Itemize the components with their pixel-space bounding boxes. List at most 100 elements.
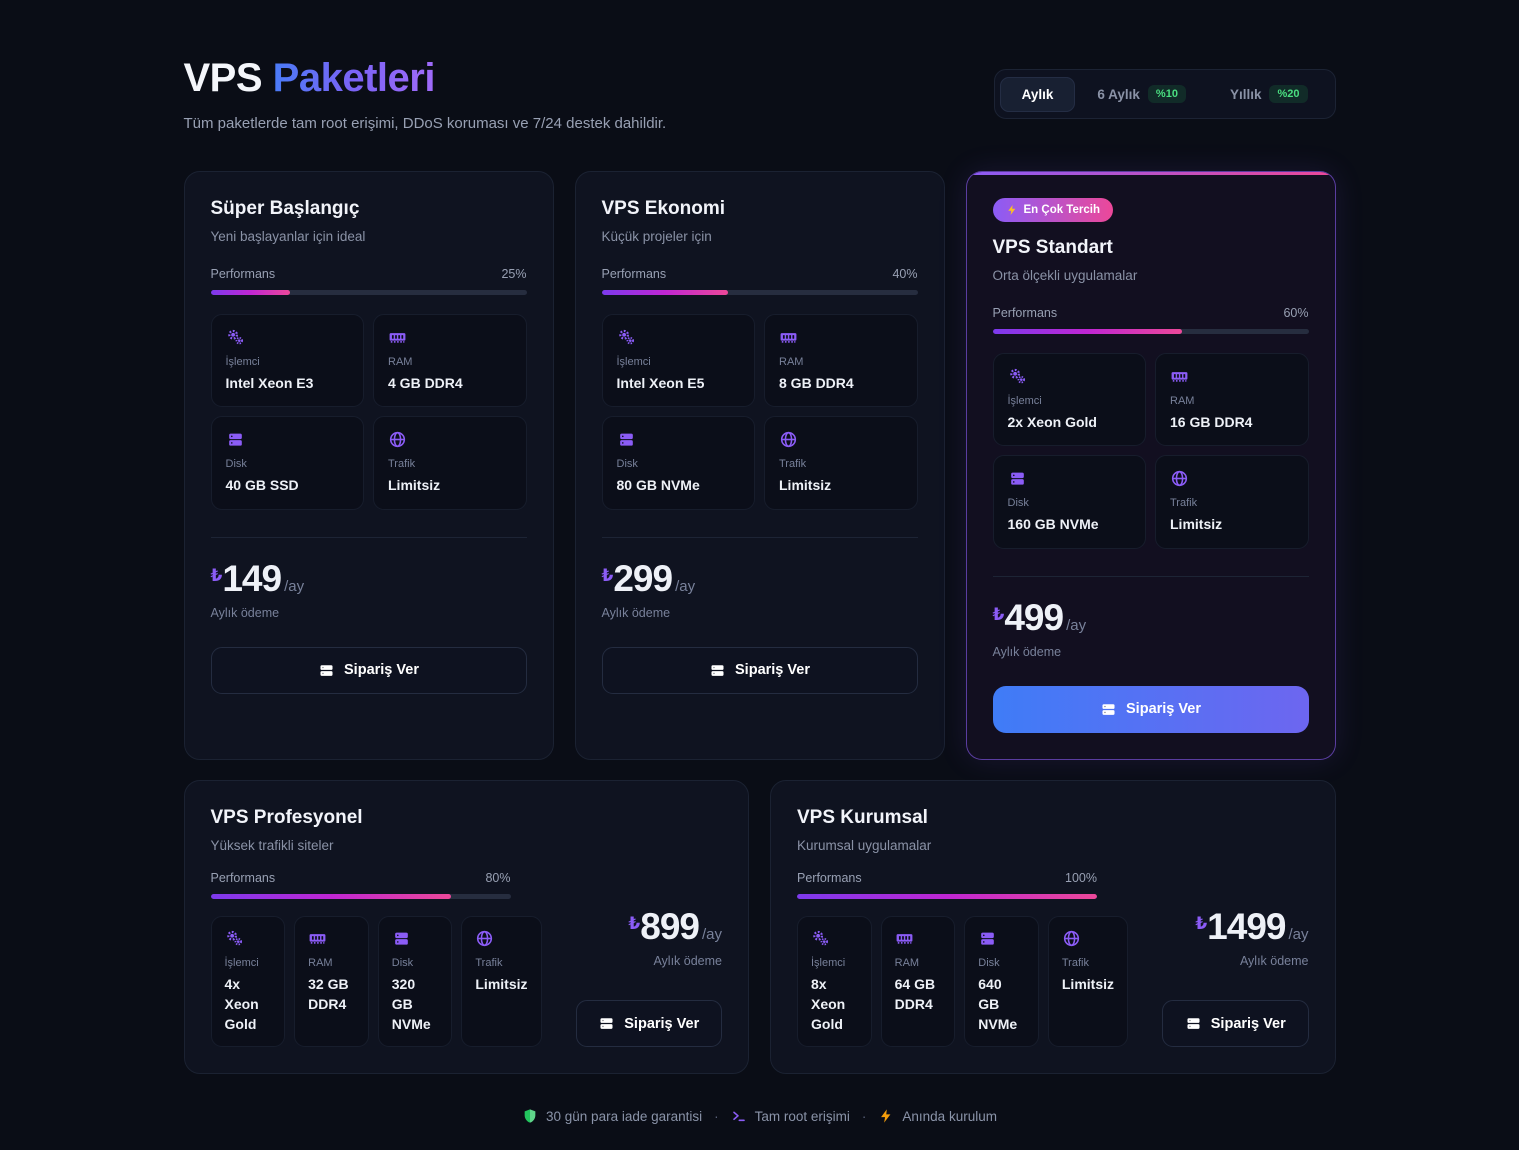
spec-label: RAM bbox=[308, 956, 333, 969]
title-block: VPS Paketleri Tüm paketlerde tam root er… bbox=[184, 56, 667, 132]
price: ₺ 149 /ay bbox=[211, 560, 527, 597]
disk-icon bbox=[978, 929, 997, 948]
order-button[interactable]: Sipariş Ver bbox=[601, 646, 918, 694]
billing-note: Aylık ödeme bbox=[1239, 954, 1309, 969]
order-button-label: Sipariş Ver bbox=[1210, 1015, 1286, 1032]
billing-note: Aylık ödeme bbox=[601, 605, 671, 620]
toggle-option-monthly[interactable]: Aylık bbox=[999, 76, 1076, 112]
price-period: /ay bbox=[1066, 616, 1087, 634]
plan-name: VPS Profesyonel bbox=[210, 806, 363, 828]
footer-item-text: Anında kurulum bbox=[902, 1108, 997, 1124]
popular-badge-label: En Çok Tercih bbox=[1023, 204, 1100, 216]
order-button[interactable]: Sipariş Ver bbox=[210, 646, 527, 694]
spec-label: İşlemci bbox=[811, 956, 846, 969]
plan-description: Kurumsal uygulamalar bbox=[797, 837, 932, 853]
ram-icon bbox=[1170, 367, 1189, 386]
footer-item-text: 30 gün para iade garantisi bbox=[546, 1108, 703, 1124]
price: ₺ 1499 /ay bbox=[1162, 908, 1309, 945]
spec-label: Trafik bbox=[779, 458, 807, 471]
performance-bar bbox=[992, 329, 1309, 334]
spec-label: İşlemci bbox=[225, 356, 260, 368]
spec-value: Intel Xeon E3 bbox=[225, 375, 314, 391]
disk-icon bbox=[617, 430, 636, 449]
spec-label: İşlemci bbox=[616, 356, 651, 368]
spec-box-ram: RAM 4 GB DDR4 bbox=[373, 314, 527, 408]
performance-bar bbox=[601, 290, 918, 295]
footer-item-root-access: Tam root erişimi bbox=[731, 1108, 850, 1124]
toggle-option-label: Aylık bbox=[1021, 86, 1054, 102]
spec-grid: İşlemci Intel Xeon E3 RAM 4 GB DDR4 Disk… bbox=[210, 314, 527, 510]
footer: 30 gün para iade garantisi · Tam root er… bbox=[184, 1108, 1336, 1124]
plan-card-vps-ekonomi: VPS Ekonomi Küçük projeler için Performa… bbox=[574, 171, 945, 760]
plan-description: Yeni başlayanlar için ideal bbox=[210, 229, 366, 244]
performance-percent: 80% bbox=[485, 870, 511, 885]
spec-box-cpu: İşlemci Intel Xeon E3 bbox=[210, 314, 364, 408]
spec-value: Limitsiz bbox=[388, 477, 441, 494]
spec-box-cpu: İşlemci 8x Xeon Gold bbox=[797, 915, 872, 1048]
spec-box-disk: Disk 40 GB SSD bbox=[210, 416, 364, 510]
ram-icon bbox=[779, 328, 798, 347]
disk-icon bbox=[226, 430, 245, 449]
page-container: VPS Paketleri Tüm paketlerde tam root er… bbox=[183, 0, 1336, 1150]
order-button[interactable]: Sipariş Ver bbox=[575, 1000, 722, 1048]
spec-box-cpu: İşlemci 4x Xeon Gold bbox=[210, 915, 286, 1048]
spec-grid: İşlemci 2x Xeon Gold RAM 16 GB DDR4 Disk… bbox=[992, 353, 1309, 549]
price-currency: ₺ bbox=[210, 565, 223, 585]
price-currency: ₺ bbox=[992, 604, 1005, 624]
server-icon bbox=[709, 662, 726, 679]
price-period: /ay bbox=[675, 577, 696, 595]
performance-row: Performans 40% bbox=[602, 267, 918, 281]
price-period: /ay bbox=[1288, 926, 1309, 944]
spec-label: RAM bbox=[779, 356, 804, 368]
ram-icon bbox=[308, 929, 327, 948]
spec-value: 64 GB DDR4 bbox=[894, 975, 936, 1012]
divider bbox=[210, 536, 527, 538]
spec-label: Trafik bbox=[475, 956, 503, 969]
spec-box-ram: RAM 8 GB DDR4 bbox=[764, 314, 918, 408]
order-button-label: Sipariş Ver bbox=[344, 662, 419, 679]
plan-description: Küçük projeler için bbox=[601, 229, 712, 244]
globe-icon bbox=[779, 430, 798, 449]
spec-label: RAM bbox=[1170, 395, 1195, 407]
cpu-icon bbox=[1008, 367, 1027, 386]
spec-label: İşlemci bbox=[224, 956, 259, 969]
cpu-icon bbox=[226, 328, 245, 347]
order-button-label: Sipariş Ver bbox=[624, 1015, 700, 1032]
toggle-option-yearly[interactable]: Yıllık %20 bbox=[1208, 75, 1330, 113]
spec-label: Trafik bbox=[1170, 497, 1198, 510]
spec-value: Limitsiz bbox=[779, 477, 832, 494]
title-accent: Paketleri bbox=[272, 56, 436, 100]
spec-box-traffic: Trafik Limitsiz bbox=[1155, 455, 1309, 549]
price-amount: 499 bbox=[1004, 596, 1064, 638]
spec-value: 8 GB DDR4 bbox=[779, 375, 854, 391]
price-amount: 899 bbox=[640, 906, 700, 948]
plan-card-head: VPS Kurumsal Kurumsal uygulamalar Perfor… bbox=[797, 807, 1097, 899]
bolt-icon bbox=[1006, 204, 1018, 216]
plans-grid-top: Süper Başlangıç Yeni başlayanlar için id… bbox=[183, 171, 1336, 760]
price: ₺ 299 /ay bbox=[602, 560, 918, 597]
price-currency: ₺ bbox=[601, 565, 614, 585]
performance-percent: 100% bbox=[1065, 870, 1097, 885]
spec-value: 640 GB NVMe bbox=[978, 975, 1018, 1033]
spec-value: Limitsiz bbox=[475, 975, 528, 992]
plan-card-vps-profesyonel: VPS Profesyonel Yüksek trafikli siteler … bbox=[183, 779, 749, 1075]
spec-value: 40 GB SSD bbox=[225, 477, 299, 494]
spec-label: Disk bbox=[978, 956, 1000, 969]
footer-separator: · bbox=[714, 1108, 719, 1124]
price: ₺ 499 /ay bbox=[993, 599, 1309, 636]
globe-icon bbox=[475, 929, 494, 948]
spec-label: RAM bbox=[388, 356, 413, 368]
divider bbox=[992, 575, 1309, 577]
price-currency: ₺ bbox=[1195, 914, 1208, 934]
toggle-option-6months[interactable]: 6 Aylık %10 bbox=[1075, 75, 1208, 113]
spec-value: 320 GB NVMe bbox=[391, 975, 431, 1033]
spec-value: 8x Xeon Gold bbox=[811, 975, 846, 1033]
order-button-label: Sipariş Ver bbox=[1126, 701, 1201, 718]
performance-percent: 25% bbox=[501, 267, 527, 281]
terminal-icon bbox=[731, 1108, 747, 1124]
billing-note: Aylık ödeme bbox=[210, 605, 280, 620]
order-button[interactable]: Sipariş Ver bbox=[992, 685, 1309, 733]
order-button[interactable]: Sipariş Ver bbox=[1162, 1000, 1309, 1048]
bolt-icon bbox=[878, 1108, 894, 1124]
performance-label: Performans bbox=[210, 870, 276, 885]
